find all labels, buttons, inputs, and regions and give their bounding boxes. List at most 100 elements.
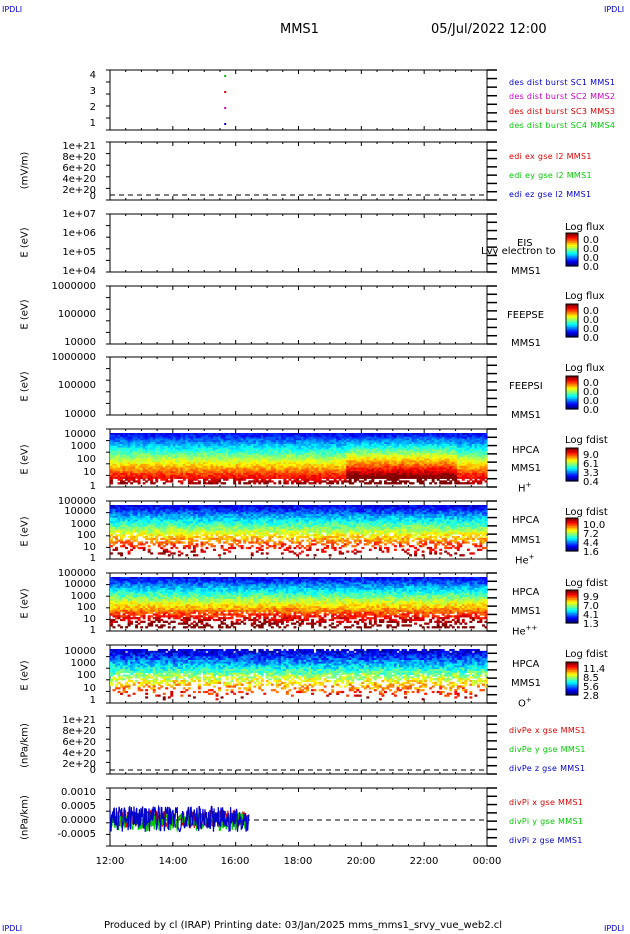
hpca-h-cell xyxy=(152,453,156,456)
hpca-h-cell xyxy=(240,474,244,478)
hpca-h-cell xyxy=(117,449,121,452)
hpca-h-cell xyxy=(303,478,307,481)
hpca-h-cell xyxy=(363,467,367,470)
hpca-h-cell xyxy=(182,440,186,443)
hpca-h-cell xyxy=(135,453,139,456)
hpca-h-cell xyxy=(240,451,244,454)
hpca-h-cell xyxy=(341,471,345,474)
hpca-h-cell xyxy=(200,453,204,456)
hpca-h-cell xyxy=(197,442,201,445)
hpca-h-cell xyxy=(205,434,209,438)
hpca-h-cell xyxy=(323,436,327,439)
hpca-h-cell xyxy=(122,454,126,458)
hpca-h-cell xyxy=(371,474,375,478)
hpca-h-cell xyxy=(177,473,181,476)
hpca-h-cell xyxy=(230,471,234,474)
hpca-h-cell xyxy=(351,471,355,474)
hpca-h-cell xyxy=(278,436,282,439)
hpca-h-cell xyxy=(376,438,380,441)
panel-frame xyxy=(109,69,488,131)
hpca-h-cell xyxy=(215,465,219,469)
hpca-h-cell xyxy=(295,460,299,463)
hpca-h-cell xyxy=(301,471,304,474)
hpca-h-cell xyxy=(218,480,221,483)
hpca-h-cell xyxy=(376,434,380,438)
colorbar-cell xyxy=(566,671,578,675)
hpca-h-cell xyxy=(172,463,176,467)
hpca-h-cell xyxy=(223,471,227,474)
hpca-h-cell xyxy=(152,458,156,461)
hpca-h-cell xyxy=(353,453,357,456)
hpca-h-cell xyxy=(130,476,134,479)
hpca-h-cell xyxy=(185,438,189,441)
hpca-h-cell xyxy=(263,478,267,481)
hpca-h-cell xyxy=(316,471,320,474)
hpca-h-cell xyxy=(321,471,325,474)
hpca-h-cell xyxy=(175,451,179,454)
hpca-h-cell xyxy=(311,469,314,472)
hpca-h-cell xyxy=(280,443,284,447)
hpca-h-cell xyxy=(394,436,397,439)
hpca-h-cell xyxy=(371,463,375,467)
hpca-h-cell xyxy=(182,433,186,436)
hpca-h-cell xyxy=(250,467,254,470)
hpca-h-cell xyxy=(245,467,249,470)
hpca-h-cell xyxy=(122,463,126,467)
hpca-h-cell xyxy=(343,447,347,450)
hpca-h-cell xyxy=(228,438,232,441)
hpca-h-cell xyxy=(117,469,121,472)
hpca-h-cell xyxy=(358,438,362,441)
hpca-h-cell xyxy=(326,471,330,474)
hpca-h-cell xyxy=(341,473,345,476)
hpca-h-cell xyxy=(273,440,277,443)
hpca-h-cell xyxy=(233,480,237,483)
hpca-h-cell xyxy=(112,447,116,450)
hpca-h-cell xyxy=(150,480,154,483)
hpca-h-cell xyxy=(338,438,342,441)
hpca-h-cell xyxy=(461,482,465,485)
hpca-h-cell xyxy=(130,440,134,443)
colorbar-cell xyxy=(566,449,578,452)
hpca-h-cell xyxy=(275,463,279,467)
hpca-h-cell xyxy=(326,434,330,438)
hpca-h-cell xyxy=(243,438,247,441)
hpca-h-cell xyxy=(218,433,221,436)
hpca-h-cell xyxy=(301,458,304,461)
hpca-h-cell xyxy=(208,438,211,441)
hpca-h-cell xyxy=(285,449,289,452)
hpca-h-cell xyxy=(182,471,186,474)
hpca-h-cell xyxy=(125,454,128,458)
hpca-h-cell xyxy=(125,447,128,450)
hpca-h-cell xyxy=(162,474,166,478)
hpca-h-cell xyxy=(248,469,252,472)
hpca-h-cell xyxy=(185,447,189,450)
colorbar-cell xyxy=(566,603,578,606)
hpca-h-cell xyxy=(147,476,151,479)
hpca-h-cell xyxy=(155,469,159,472)
hpca-h-cell xyxy=(368,449,372,452)
hpca-h-cell xyxy=(135,445,139,448)
hpca-h-cell xyxy=(243,471,247,474)
hpca-h-cell xyxy=(210,480,214,483)
hpca-h-cell xyxy=(132,453,136,456)
hpca-h-cell xyxy=(308,458,312,461)
hpca-h-cell xyxy=(127,460,131,463)
hpca-h-cell xyxy=(215,467,219,470)
hpca-h-cell xyxy=(268,445,272,448)
hpca-h-cell xyxy=(180,460,184,463)
hpca-h-cell xyxy=(240,469,244,472)
hpca-h-cell xyxy=(298,456,302,459)
hpca-h-cell xyxy=(172,471,176,474)
hpca-h-cell xyxy=(283,460,287,463)
hpca-h-cell xyxy=(368,474,372,478)
hpca-h-cell xyxy=(275,473,279,476)
colorbar-frame xyxy=(565,589,579,624)
hpca-h-cell xyxy=(140,469,144,472)
hpca-h-cell xyxy=(283,438,287,441)
hpca-h-cell xyxy=(175,476,179,479)
colorbar-cell xyxy=(566,236,578,239)
hpca-h-cell xyxy=(157,458,161,461)
colorbar-cell xyxy=(566,662,578,665)
hpca-h-cell xyxy=(180,449,184,452)
hpca-h-cell xyxy=(341,453,345,456)
